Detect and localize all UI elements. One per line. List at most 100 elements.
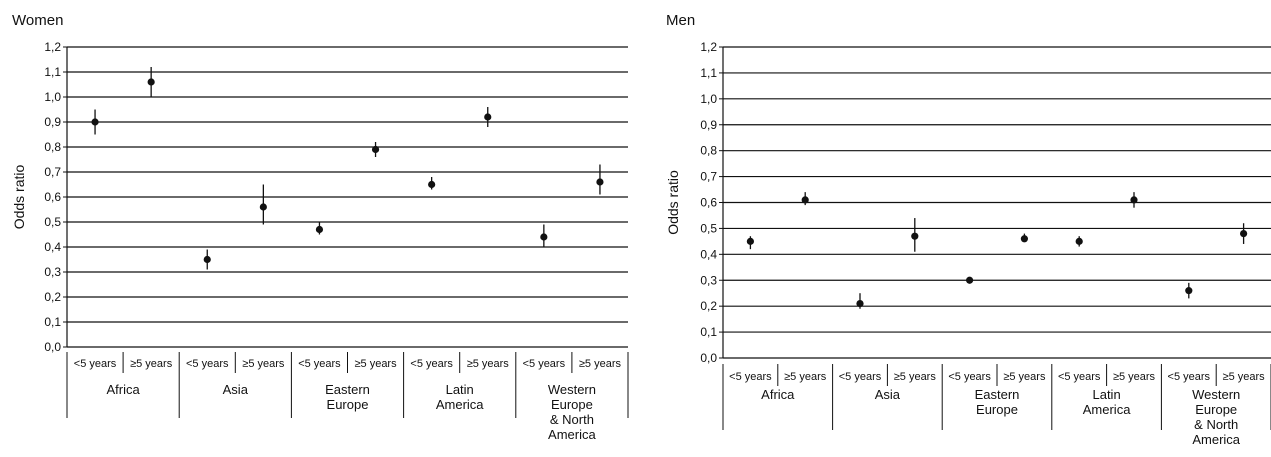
x-group-label-line: Asia bbox=[223, 382, 249, 397]
x-subcategory-label: <5 years bbox=[523, 358, 566, 370]
x-group-label-line: & North bbox=[550, 412, 594, 427]
panel-title: Women bbox=[12, 12, 63, 29]
x-group-label-western-europe-north-america: Western Europe & North America bbox=[1192, 387, 1241, 447]
x-subcategory-label: <5 years bbox=[839, 371, 882, 383]
x-subcategory-label: ≥5 years bbox=[784, 371, 827, 383]
y-tick-label: 0,8 bbox=[700, 144, 717, 158]
x-subcategory-label: <5 years bbox=[1168, 371, 1211, 383]
x-group-label-latin-america: Latin America bbox=[436, 382, 484, 412]
data-point-asia-under-5-years bbox=[203, 255, 211, 264]
y-tick-label: 1,1 bbox=[700, 66, 717, 80]
x-subcategory-label: ≥5 years bbox=[579, 358, 622, 370]
x-group-label-eastern-europe: Eastern Europe bbox=[975, 387, 1020, 417]
x-group-label-asia: Asia bbox=[223, 382, 249, 397]
x-subcategory-label: <5 years bbox=[298, 358, 341, 370]
y-tick-label: 0,4 bbox=[44, 240, 61, 254]
x-group-label-line: Asia bbox=[875, 387, 901, 402]
x-group-label-line: America bbox=[548, 427, 596, 442]
x-subcategory-label: <5 years bbox=[1058, 371, 1101, 383]
x-subcategory-label: ≥5 years bbox=[894, 371, 937, 383]
y-tick-label: 0,3 bbox=[700, 273, 717, 287]
x-group-label-line: & North bbox=[1194, 417, 1238, 432]
y-tick-label: 0,7 bbox=[700, 170, 717, 184]
x-group-label-line: Latin bbox=[1092, 387, 1120, 402]
data-point-latin-america-under-5-years bbox=[428, 180, 436, 189]
data-point-eastern-europe-5-plus-years bbox=[371, 145, 380, 154]
x-group-label-line: Eastern bbox=[975, 387, 1020, 402]
data-point-eastern-europe-5-plus-years bbox=[1020, 235, 1028, 243]
x-group-label-africa: Africa bbox=[761, 387, 795, 402]
x-group-label-line: Europe bbox=[1195, 402, 1237, 417]
x-group-label-line: Europe bbox=[551, 397, 593, 412]
x-subcategory-label: ≥5 years bbox=[242, 358, 285, 370]
data-point-africa-5-plus-years bbox=[147, 78, 155, 86]
data-point-western-europe-north-america-under-5-years bbox=[1185, 287, 1193, 295]
men-panel: Men Odds ratio 0,0 0,1 0,2 0,3 0,4 0,5 0,6 0,7 0,8… bbox=[665, 12, 1271, 447]
data-point-western-europe-north-america-5-plus-years bbox=[596, 178, 604, 186]
x-group-label-line: Europe bbox=[327, 397, 369, 412]
y-tick-label: 1,2 bbox=[44, 40, 61, 54]
x-group-label-line: Eastern bbox=[325, 382, 370, 397]
data-point-latin-america-under-5-years bbox=[1075, 237, 1083, 245]
x-group-label-asia: Asia bbox=[875, 387, 901, 402]
data-point-africa-5-plus-years bbox=[801, 196, 809, 204]
data-point-africa-under-5-years bbox=[746, 237, 755, 245]
x-group-label-line: America bbox=[436, 397, 484, 412]
x-subcategory-label: ≥5 years bbox=[354, 358, 397, 370]
x-group-label-line: Western bbox=[548, 382, 596, 397]
women-panel: Women Odds ratio 0,0 0,1 0,2 0,3 0,4 0,5 0,6 0,7 0… bbox=[11, 12, 629, 442]
data-point-asia-5-plus-years bbox=[259, 203, 267, 211]
x-subcategory-label: ≥5 years bbox=[130, 358, 173, 370]
x-subcategory-label: <5 years bbox=[186, 358, 229, 370]
y-tick-label: 0,2 bbox=[44, 290, 61, 304]
y-tick-label: 0,1 bbox=[44, 315, 61, 329]
data-point-latin-america-5-plus-years bbox=[484, 113, 492, 121]
data-point-western-europe-north-america-5-plus-years bbox=[1240, 230, 1248, 238]
panel-title: Men bbox=[666, 12, 695, 29]
x-group-label-africa: Africa bbox=[106, 382, 140, 397]
y-tick-label: 0,1 bbox=[700, 325, 717, 339]
data-point-latin-america-5-plus-years bbox=[1130, 196, 1138, 204]
x-subcategory-label: ≥5 years bbox=[467, 358, 510, 370]
y-tick-label: 0,5 bbox=[44, 215, 61, 229]
y-tick-label: 0,6 bbox=[700, 196, 717, 210]
x-subcategory-label: <5 years bbox=[74, 358, 117, 370]
x-group-label-line: Africa bbox=[761, 387, 795, 402]
y-tick-label: 0,0 bbox=[700, 351, 717, 365]
data-point-eastern-europe-under-5-years bbox=[966, 276, 974, 284]
y-tick-label: 1,0 bbox=[44, 90, 61, 104]
y-tick-label: 0,4 bbox=[700, 247, 717, 261]
x-group-label-latin-america: Latin America bbox=[1083, 387, 1131, 417]
y-axis-label: Odds ratio bbox=[665, 170, 681, 235]
y-tick-label: 1,1 bbox=[44, 65, 61, 79]
x-group-label-western-europe-north-america: Western Europe & North America bbox=[548, 382, 597, 442]
y-axis-label: Odds ratio bbox=[11, 164, 27, 229]
y-tick-label: 0,9 bbox=[44, 115, 61, 129]
x-group-label-eastern-europe: Eastern Europe bbox=[325, 382, 370, 412]
data-point-eastern-europe-under-5-years bbox=[315, 225, 324, 234]
y-tick-label: 0,9 bbox=[700, 118, 717, 132]
y-tick-label: 0,5 bbox=[700, 221, 717, 235]
x-group-label-line: America bbox=[1083, 402, 1131, 417]
x-subcategory-label: ≥5 years bbox=[1113, 371, 1156, 383]
x-subcategory-label: ≥5 years bbox=[1223, 371, 1266, 383]
x-subcategory-label: <5 years bbox=[410, 358, 453, 370]
y-tick-label: 0,0 bbox=[44, 340, 61, 354]
x-subcategory-label: ≥5 years bbox=[1003, 371, 1046, 383]
x-subcategory-label: <5 years bbox=[948, 371, 991, 383]
x-group-label-line: America bbox=[1192, 432, 1240, 447]
data-point-asia-under-5-years bbox=[856, 299, 864, 308]
y-tick-label: 1,2 bbox=[700, 40, 717, 54]
x-group-label-line: Africa bbox=[106, 382, 140, 397]
y-tick-label: 1,0 bbox=[700, 92, 717, 106]
y-tick-label: 0,2 bbox=[700, 299, 717, 313]
data-point-western-europe-north-america-under-5-years bbox=[540, 233, 548, 241]
x-group-label-line: Latin bbox=[446, 382, 474, 397]
y-tick-label: 0,7 bbox=[44, 165, 61, 179]
x-group-label-line: Europe bbox=[976, 402, 1018, 417]
data-point-asia-5-plus-years bbox=[911, 232, 919, 240]
y-tick-label: 0,6 bbox=[44, 190, 61, 204]
x-group-label-line: Western bbox=[1192, 387, 1240, 402]
y-tick-label: 0,8 bbox=[44, 140, 61, 154]
